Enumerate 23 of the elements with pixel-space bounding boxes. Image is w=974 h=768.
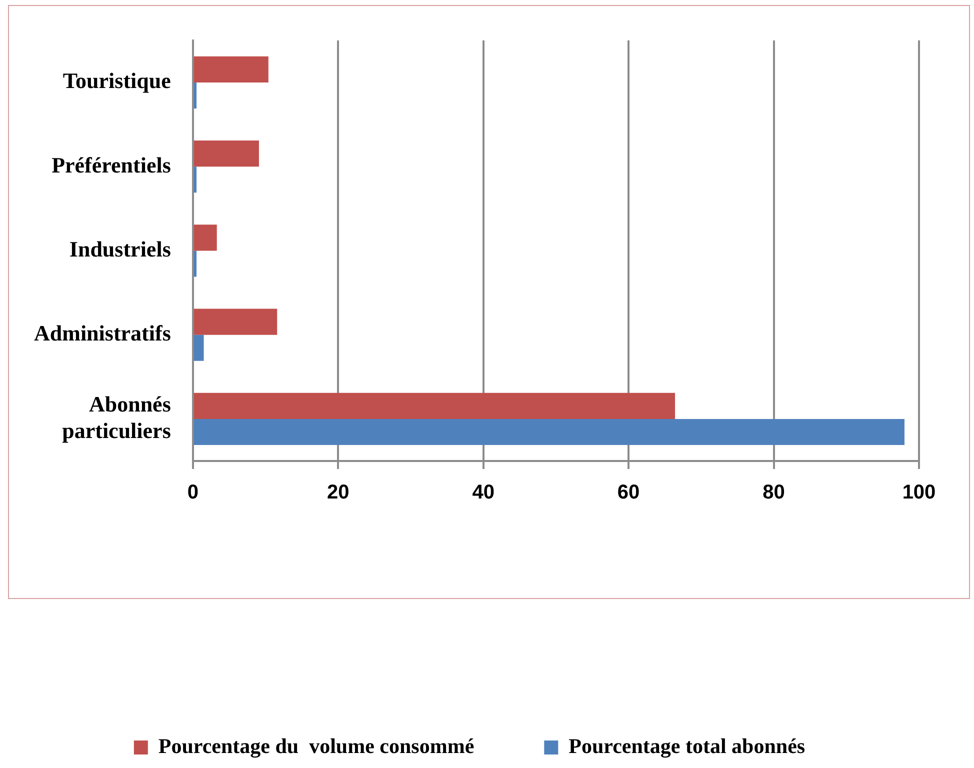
y-tick-label: Administratifs [34, 320, 172, 346]
bar [194, 308, 278, 335]
bar [194, 392, 676, 419]
bar [194, 224, 217, 251]
bar [194, 56, 268, 82]
y-tick-label: Touristique [62, 68, 172, 94]
x-tick-label: 60 [617, 482, 640, 504]
bar [194, 418, 904, 446]
bar [194, 82, 197, 109]
x-tick-label: 40 [472, 482, 494, 504]
bar [194, 334, 204, 361]
x-tick-label: 0 [187, 482, 198, 504]
bar [194, 250, 197, 277]
x-tick-label: 80 [762, 482, 785, 504]
bar [194, 166, 197, 193]
y-tick-label: Industriels [69, 236, 172, 262]
x-tick-label: 100 [902, 482, 936, 504]
legend-label: Pourcentage du volume consommé [158, 734, 474, 758]
x-tick-label: 20 [326, 482, 350, 504]
legend-label: Pourcentage total abonnés [568, 734, 806, 758]
y-tick-label: Préférentiels [52, 152, 172, 178]
y-tick-label: Abonnés particuliers [62, 391, 172, 443]
bar [194, 140, 259, 167]
